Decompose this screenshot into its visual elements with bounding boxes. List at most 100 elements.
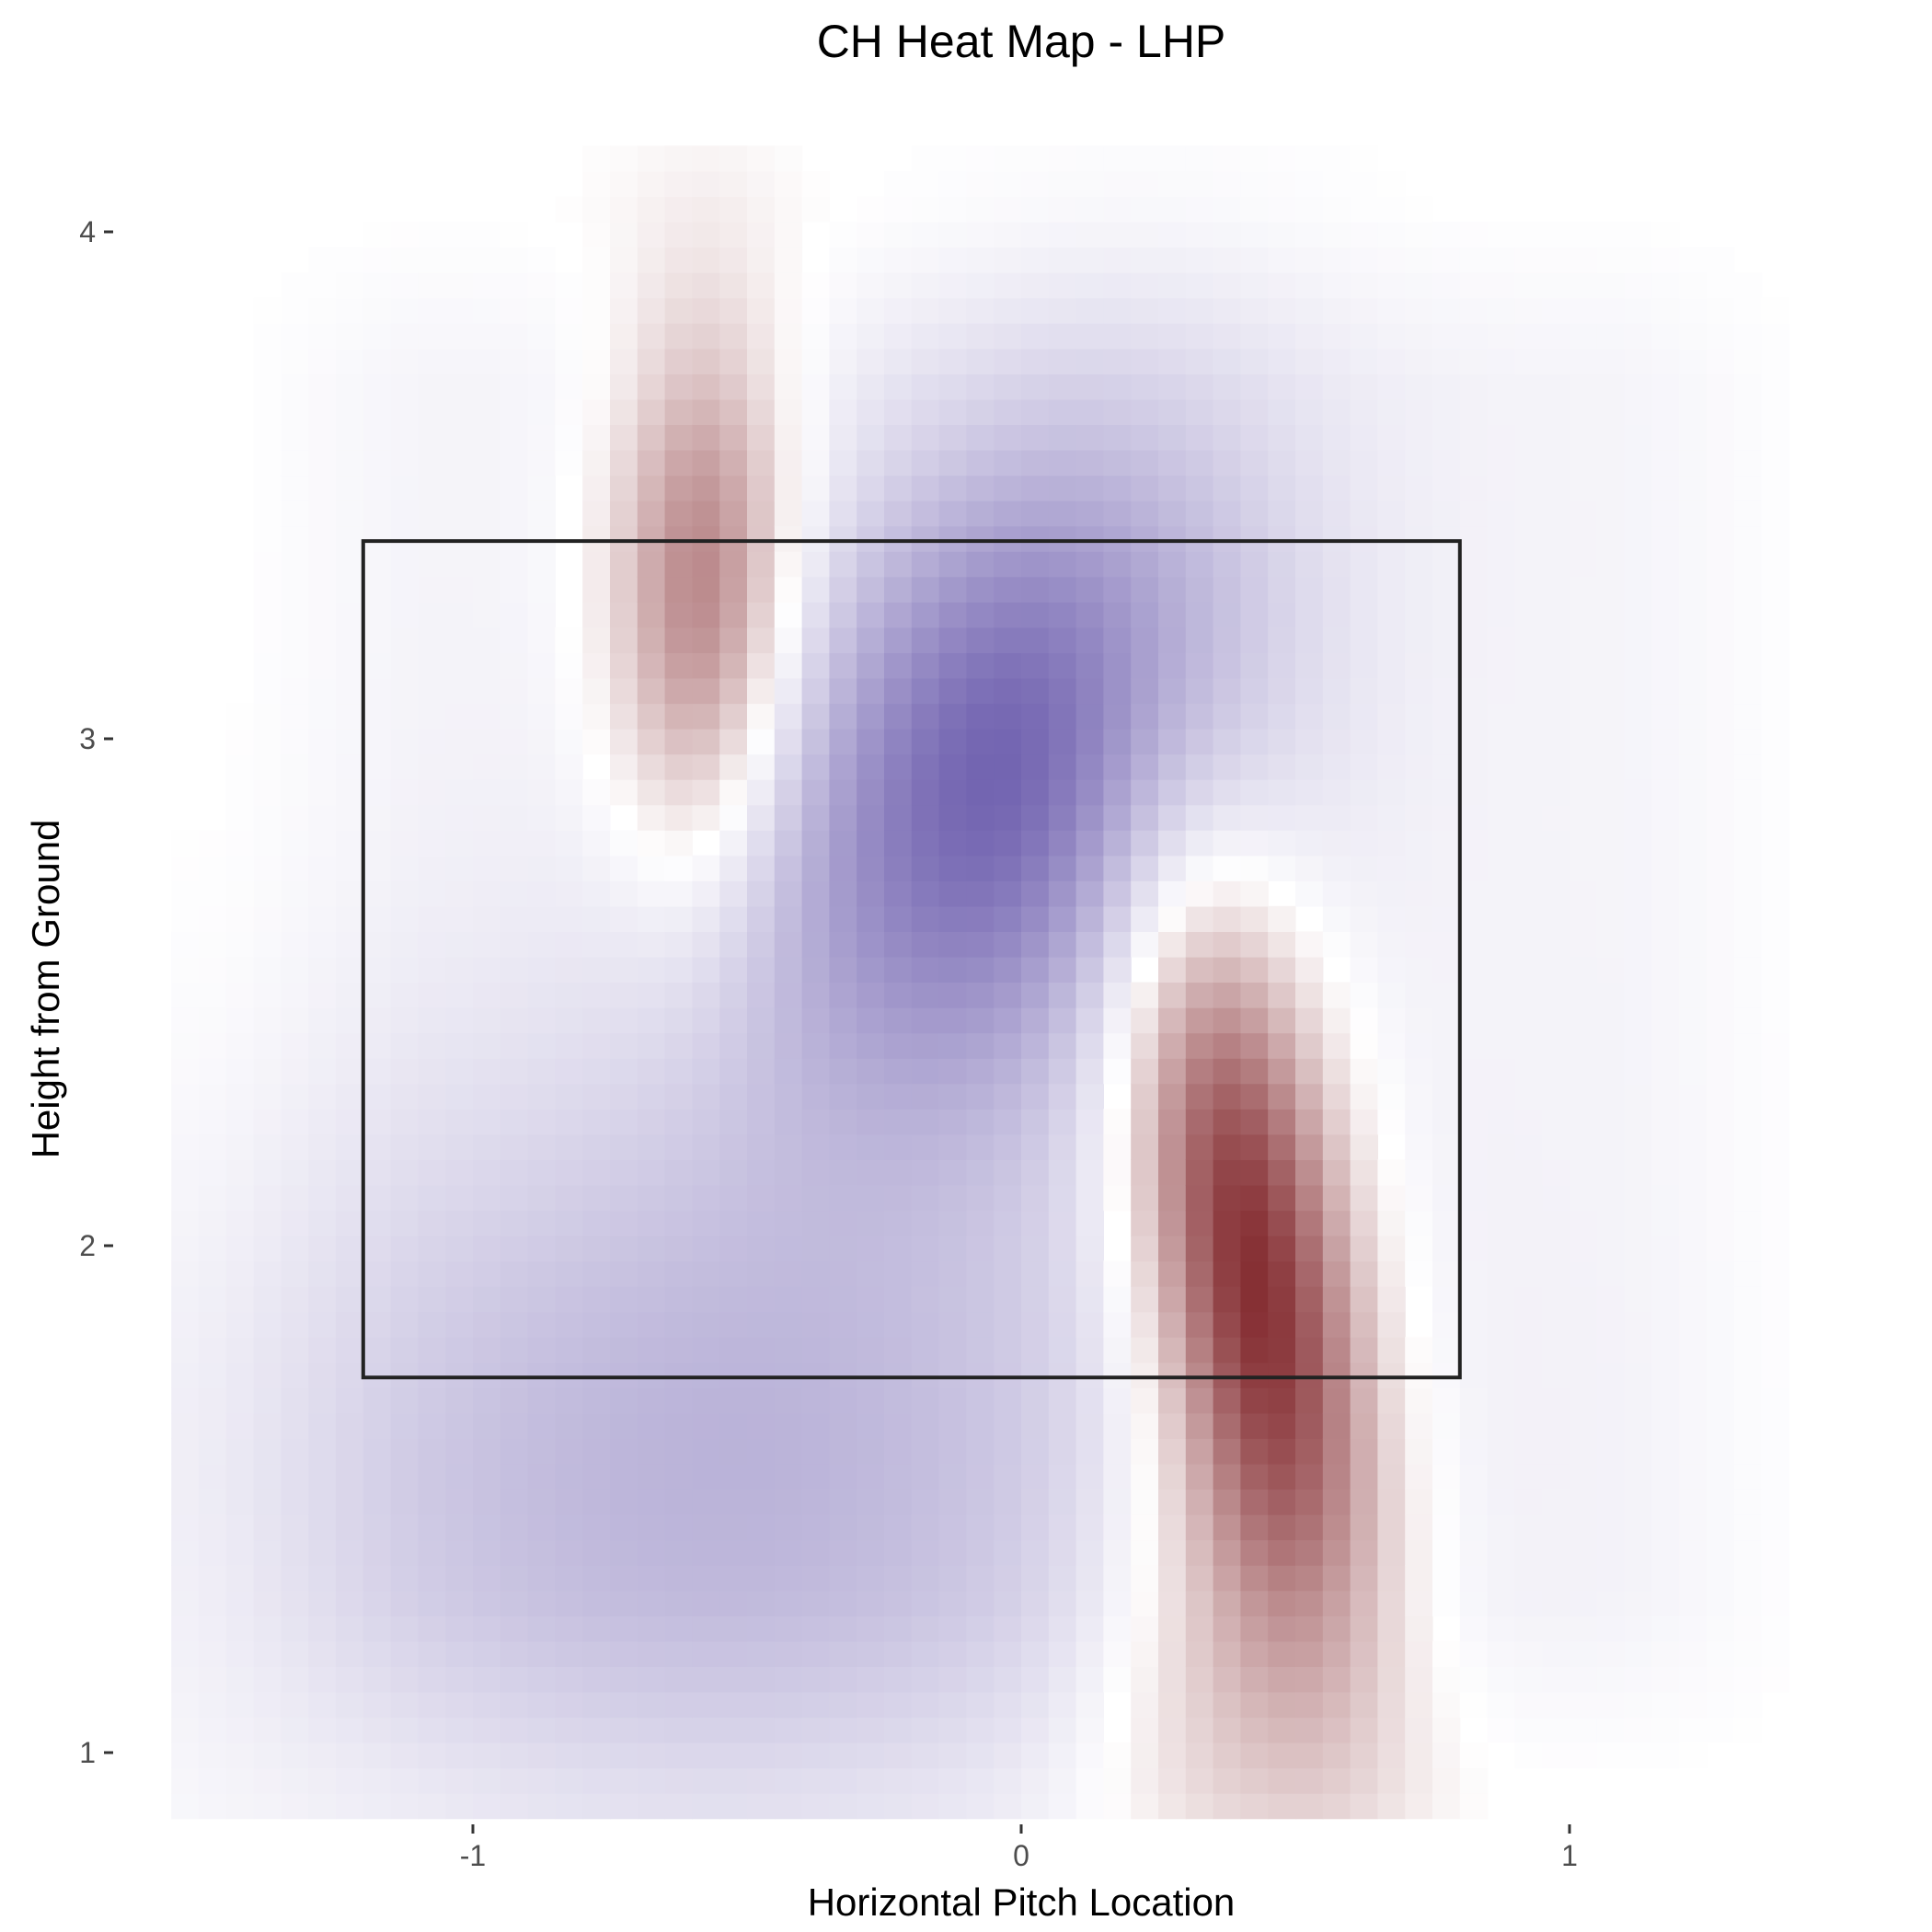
heat-cell: [1707, 1311, 1735, 1338]
heat-cell: [1679, 449, 1708, 477]
heat-cell: [336, 424, 364, 451]
heat-cell: [1733, 1109, 1763, 1135]
heat-cell: [1213, 1311, 1241, 1338]
heat-cell: [225, 804, 255, 831]
heat-cell: [362, 272, 392, 299]
heat-cell: [390, 1184, 419, 1212]
heat-cell: [281, 551, 309, 578]
heat-cell: [1733, 1616, 1763, 1642]
heat-cell: [1268, 602, 1296, 628]
heat-cell: [1075, 905, 1104, 932]
heat-cell: [884, 272, 913, 299]
heat-cell: [994, 398, 1022, 425]
heat-cell: [1158, 247, 1187, 273]
heat-cell: [281, 1210, 309, 1236]
heat-cell: [1514, 1032, 1543, 1059]
heat-cell: [911, 779, 940, 806]
heat-cell: [774, 1438, 803, 1465]
heat-cell: [171, 1362, 200, 1388]
heat-cell: [1131, 1412, 1159, 1439]
heat-cell: [884, 1133, 913, 1160]
heat-cell: [1185, 1184, 1214, 1212]
heat-cell: [719, 272, 748, 299]
heat-cell: [1021, 551, 1050, 578]
heat-cell: [966, 1184, 995, 1212]
heat-cell: [719, 1590, 748, 1616]
heat-cell: [555, 297, 583, 324]
heat-cell: [1624, 1387, 1652, 1414]
heat-cell: [1213, 1742, 1241, 1769]
heat-cell: [966, 1159, 995, 1186]
heat-cell: [857, 779, 885, 806]
heat-cell: [1707, 931, 1735, 958]
heat-cell: [582, 729, 611, 755]
heat-cell: [774, 627, 803, 653]
heat-cell: [253, 652, 282, 679]
heat-cell: [1733, 1590, 1763, 1616]
heat-cell: [1624, 1083, 1652, 1110]
heat-cell: [199, 1412, 227, 1439]
heat-cell: [362, 1616, 392, 1642]
heat-cell: [1268, 551, 1296, 578]
heat-cell: [994, 196, 1022, 223]
heat-cell: [1570, 1463, 1598, 1490]
heat-cell: [1432, 1793, 1461, 1820]
heat-cell: [308, 703, 337, 730]
heat-cell: [199, 1793, 227, 1820]
heat-cell: [1185, 1717, 1214, 1743]
heat-cell: [1103, 1058, 1132, 1085]
heat-cell: [362, 1007, 392, 1034]
heat-cell: [362, 1236, 392, 1262]
heat-cell: [1185, 1412, 1214, 1439]
heat-cell: [884, 652, 913, 679]
heat-cell: [1158, 272, 1187, 299]
heat-cell: [884, 804, 913, 831]
heat-cell: [390, 855, 419, 881]
heat-cell: [527, 1691, 556, 1719]
heat-cell: [473, 1514, 501, 1541]
heat-cell: [747, 500, 776, 527]
heat-cell: [1048, 627, 1077, 653]
heat-cell: [911, 1717, 940, 1743]
heat-cell: [1679, 703, 1708, 730]
heat-cell: [857, 652, 885, 679]
heat-cell: [664, 1590, 693, 1616]
heat-cell: [1213, 1337, 1241, 1363]
heat-cell: [1350, 880, 1378, 907]
heat-cell: [555, 1007, 583, 1034]
heat-cell: [1158, 855, 1187, 881]
heat-cell: [692, 1767, 720, 1794]
heat-cell: [1596, 804, 1626, 831]
heat-cell: [994, 1007, 1022, 1034]
heat-cell: [199, 1666, 227, 1693]
heat-cell: [1322, 170, 1351, 198]
heat-cell: [1131, 880, 1159, 907]
heat-cell: [500, 1463, 529, 1490]
heat-cell: [994, 449, 1022, 477]
heat-cell: [1350, 1590, 1378, 1616]
heat-cell: [966, 931, 995, 958]
heat-cell: [994, 1793, 1022, 1820]
heat-cell: [1213, 1007, 1241, 1034]
heat-cell: [1707, 855, 1735, 881]
heat-cell: [1377, 1565, 1406, 1592]
heat-cell: [719, 1616, 748, 1642]
heat-cell: [1268, 830, 1296, 857]
heat-cell: [1240, 551, 1269, 578]
heat-cell: [610, 1236, 638, 1262]
heat-cell: [1487, 779, 1515, 806]
heat-cell: [390, 1032, 419, 1059]
heat-cell: [966, 677, 995, 705]
heat-cell: [1405, 1565, 1433, 1592]
heat-cell: [637, 576, 666, 603]
heat-cell: [500, 880, 529, 907]
heat-cell: [1405, 1412, 1433, 1439]
heat-cell: [1268, 652, 1296, 679]
heat-cell: [362, 1640, 392, 1667]
heat-cell: [1542, 1311, 1570, 1338]
heat-cell: [1075, 576, 1104, 603]
heat-cell: [1707, 779, 1735, 806]
heat-cell: [1131, 398, 1159, 425]
heat-cell: [582, 323, 611, 350]
heat-cell: [473, 323, 501, 350]
